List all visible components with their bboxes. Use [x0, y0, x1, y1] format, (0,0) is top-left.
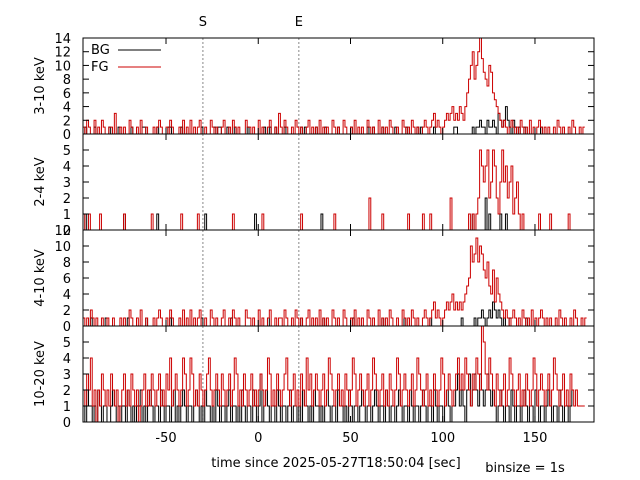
- series-fg-line: [83, 325, 585, 423]
- panel-frame: [82, 37, 595, 135]
- y-tick-label: 3: [63, 176, 71, 191]
- y-tick-label: 2: [63, 384, 71, 399]
- panel-frame: [82, 229, 595, 327]
- y-axis-title: 10-20 keV: [33, 341, 48, 407]
- marker-label-s: S: [199, 15, 207, 30]
- y-tick-label: 2: [63, 304, 71, 319]
- y-tick-label: 0: [63, 320, 71, 335]
- y-tick-label: 4: [63, 288, 71, 303]
- series-fg-line: [83, 37, 585, 135]
- x-tick-label: -50: [155, 431, 176, 446]
- y-tick-label: 10: [54, 240, 71, 255]
- y-tick-label: 0: [63, 224, 71, 239]
- y-axis-title: 4-10 keV: [33, 249, 48, 307]
- y-tick-label: 0: [63, 416, 71, 431]
- y-tick-label: 5: [63, 144, 71, 159]
- y-tick-label: 2: [63, 114, 71, 129]
- y-tick-label: 12: [54, 224, 71, 239]
- y-axis-title: 2-4 keV: [33, 157, 48, 206]
- y-tick-label: 6: [63, 87, 71, 102]
- marker-label-e: E: [295, 15, 303, 30]
- x-tick-label: 50: [342, 431, 359, 446]
- y-tick-label: 1: [63, 400, 71, 415]
- x-tick-label: 150: [523, 431, 548, 446]
- y-tick-label: 8: [63, 256, 71, 271]
- series-bg-line: [83, 197, 576, 231]
- x-tick-label: 100: [430, 431, 455, 446]
- y-tick-label: 14: [54, 32, 71, 47]
- legend-label-fg: FG: [91, 60, 109, 75]
- y-tick-label: 2: [63, 192, 71, 207]
- y-axis-title: 3-10 keV: [33, 57, 48, 115]
- series-fg-line: [83, 237, 587, 327]
- y-tick-label: 12: [54, 46, 71, 61]
- y-tick-label: 8: [63, 73, 71, 88]
- series-bg-line: [83, 301, 583, 327]
- y-tick-label: 1: [63, 208, 71, 223]
- x-axis: -50 0 50 100 150: [155, 431, 547, 446]
- binsize-label: binsize = 1s: [485, 461, 565, 476]
- y-tick-label: 4: [63, 352, 71, 367]
- y-tick-label: 5: [63, 336, 71, 351]
- y-tick-label: 0: [63, 128, 71, 143]
- x-axis-title: time since 2025-05-27T18:50:04 [sec]: [211, 456, 460, 471]
- y-tick-label: 10: [54, 59, 71, 74]
- y-tick-label: 4: [63, 160, 71, 175]
- y-tick-label: 4: [63, 101, 71, 116]
- y-tick-label: 6: [63, 272, 71, 287]
- y-tick-label: 3: [63, 368, 71, 383]
- legend-label-bg: BG: [91, 43, 110, 58]
- x-tick-label: 0: [254, 431, 262, 446]
